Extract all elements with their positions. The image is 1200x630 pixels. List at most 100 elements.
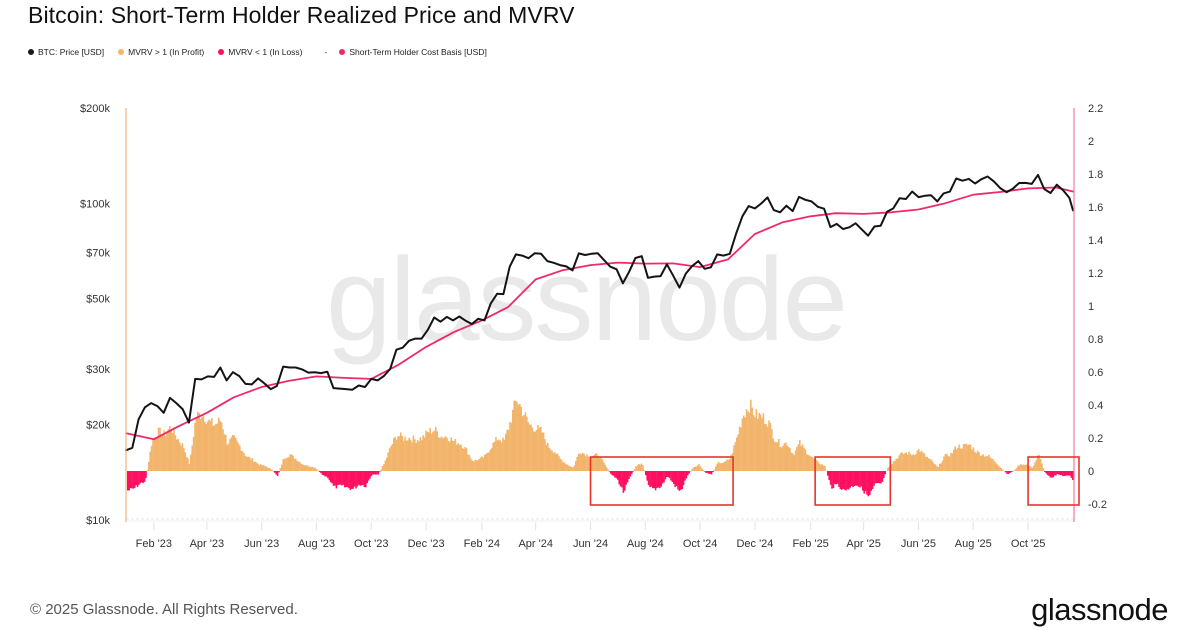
legend-item-btc-price[interactable]: BTC: Price [USD] (28, 47, 104, 57)
mvrv-bar-profit (720, 463, 723, 471)
mvrv-bar-profit (195, 417, 198, 471)
mvrv-bar-profit (297, 461, 300, 471)
mvrv-bar-loss (869, 471, 871, 495)
footer-copyright: © 2025 Glassnode. All Rights Reserved. (30, 601, 298, 618)
mvrv-bar-profit (699, 466, 702, 471)
mvrv-bar-profit (218, 417, 220, 471)
mvrv-bar-profit (922, 452, 924, 471)
mvrv-bar-profit (765, 424, 767, 471)
highlight-boxes (589, 456, 1080, 506)
mvrv-bar-profit (514, 400, 517, 471)
left-axis-tick-label: $50k (86, 294, 110, 306)
mvrv-bar-loss (624, 471, 626, 491)
right-axis-tick-label: -0.2 (1088, 499, 1107, 511)
mvrv-bar-profit (477, 460, 479, 471)
legend-item-mvrv-loss[interactable]: MVRV < 1 (In Loss) (218, 47, 303, 57)
mvrv-bar-profit (206, 421, 209, 471)
mvrv-bar-profit (500, 442, 503, 471)
mvrv-bar-loss (1053, 471, 1056, 476)
mvrv-bar-profit (722, 462, 724, 471)
mvrv-bar-profit (600, 457, 602, 471)
mvrv-bar-profit (818, 463, 821, 471)
mvrv-bar-profit (1042, 468, 1045, 471)
mvrv-bar-profit (1023, 464, 1025, 471)
mvrv-bar-loss (278, 471, 280, 473)
mvrv-bar-loss (358, 471, 360, 485)
mvrv-bar-profit (460, 444, 462, 471)
mvrv-bar-profit (519, 403, 521, 471)
mvrv-bar-profit (173, 427, 175, 471)
mvrv-bar-loss (1045, 471, 1047, 474)
legend-item-mvrv-profit[interactable]: MVRV > 1 (In Profit) (118, 47, 204, 57)
mvrv-bar-loss (324, 471, 326, 477)
mvrv-bar-profit (425, 430, 427, 471)
mvrv-bar-profit (759, 414, 762, 471)
mvrv-bar-profit (579, 453, 581, 471)
mvrv-bar-profit (285, 458, 287, 471)
mvrv-bar-profit (271, 469, 273, 471)
mvrv-bar-loss (1059, 471, 1061, 476)
mvrv-bar-profit (295, 458, 297, 471)
mvrv-bar-loss (131, 471, 133, 489)
mvrv-bar-loss (325, 471, 328, 477)
mvrv-bar-profit (534, 431, 536, 471)
mvrv-bar-loss (883, 471, 885, 478)
mvrv-bar-profit (744, 417, 746, 471)
mvrv-bar-loss (712, 471, 714, 472)
mvrv-bar-profit (485, 453, 487, 471)
mvrv-bar-profit (593, 455, 595, 471)
mvrv-bar-profit (253, 461, 255, 471)
glassnode-logo[interactable]: glassnode (1031, 592, 1168, 627)
mvrv-bar-profit (201, 417, 203, 471)
mvrv-bar-profit (468, 454, 471, 471)
mvrv-bar-profit (719, 463, 721, 471)
mvrv-bar-profit (223, 434, 226, 471)
mvrv-bar-profit (1032, 465, 1035, 471)
mvrv-bar-profit (428, 432, 430, 471)
mvrv-bar-profit (643, 470, 646, 471)
legend-item-sth-cost-basis[interactable]: Short-Term Holder Cost Basis [USD] (339, 47, 487, 57)
mvrv-bar-profit (737, 434, 739, 471)
mvrv-bar-profit (229, 439, 231, 471)
legend-dot-sth-cost-basis (339, 49, 346, 55)
mvrv-bar-profit (1016, 467, 1018, 471)
mvrv-bar-loss (656, 471, 658, 488)
mvrv-bar-profit (813, 458, 815, 471)
mvrv-bar-profit (752, 415, 755, 471)
mvrv-bar-loss (870, 471, 872, 491)
mvrv-bar-profit (146, 470, 149, 471)
mvrv-bar-profit (775, 441, 777, 471)
mvrv-bar-loss (359, 471, 361, 486)
mvrv-bar-profit (558, 456, 560, 471)
mvrv-bar-profit (531, 427, 534, 471)
mvrv-bar-profit (951, 453, 954, 471)
mvrv-bar-loss (320, 471, 322, 474)
mvrv-bar-profit (905, 452, 907, 471)
mvrv-bar-profit (1035, 459, 1038, 471)
mvrv-bar-profit (250, 459, 252, 471)
mvrv-bar-profit (944, 454, 947, 471)
mvrv-bar-loss (649, 471, 651, 488)
x-axis-tick-label: Apr '23 (190, 538, 225, 550)
series-lines (125, 173, 1074, 452)
mvrv-bar-profit (423, 437, 426, 471)
mvrv-bar-loss (884, 471, 886, 475)
mvrv-bar-profit (1025, 464, 1028, 471)
mvrv-bar-profit (215, 423, 217, 471)
mvrv-bar-profit (918, 449, 920, 471)
mvrv-bar-loss (1056, 471, 1059, 475)
mvrv-bar-loss (650, 471, 653, 487)
mvrv-bar-loss (1044, 471, 1046, 472)
mvrv-bar-profit (192, 436, 195, 471)
mvrv-bar-loss (328, 471, 331, 481)
mvrv-bar-profit (604, 464, 606, 471)
mvrv-bar-profit (185, 457, 188, 471)
mvrv-bar-profit (288, 457, 290, 471)
mvrv-bar-profit (398, 436, 401, 471)
mvrv-bar-profit (505, 433, 507, 471)
mvrv-bar-profit (520, 406, 522, 471)
mvrv-bar-profit (430, 433, 433, 471)
mvrv-bar-profit (247, 456, 249, 471)
mvrv-bar-loss (1062, 471, 1064, 477)
mvrv-bar-profit (470, 458, 472, 471)
